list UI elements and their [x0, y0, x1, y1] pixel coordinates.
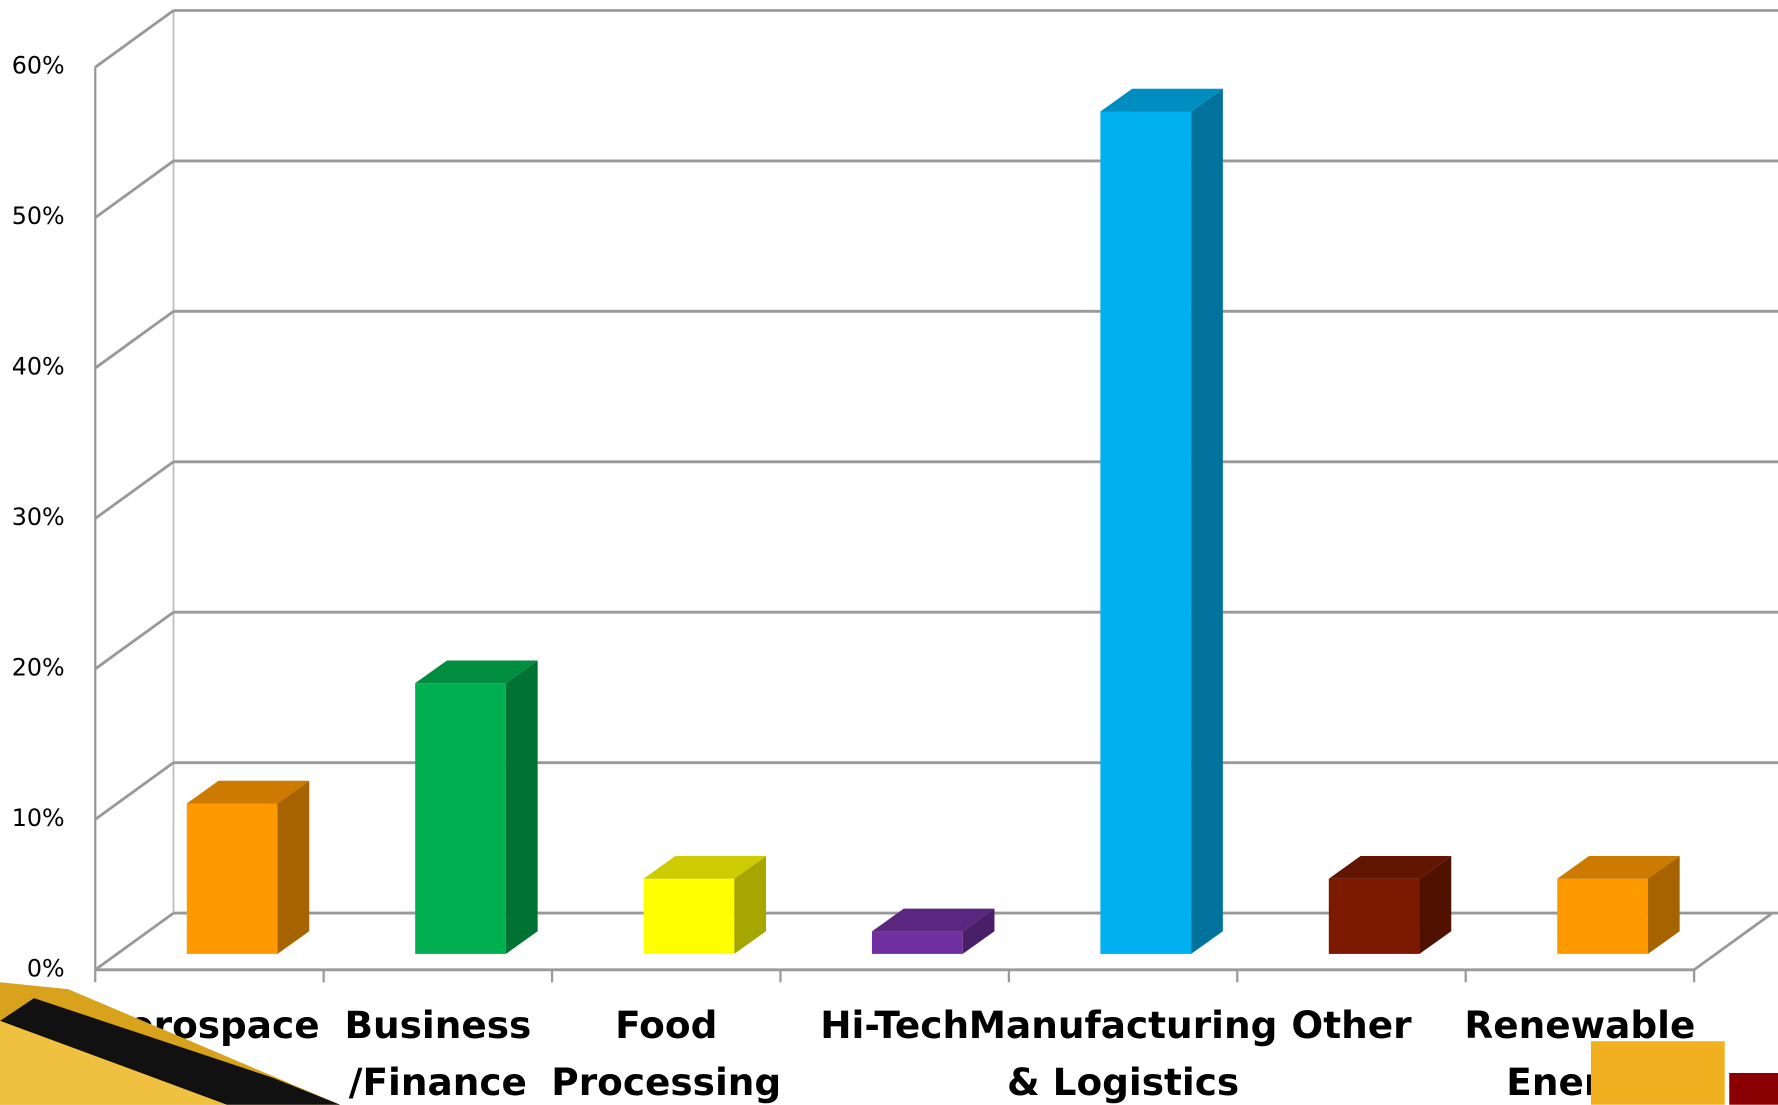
floor-right [1693, 911, 1774, 971]
bar [871, 908, 995, 954]
x-tick-label: Other [1291, 1003, 1412, 1047]
y-tick-label: 0% [27, 954, 65, 982]
bar [1328, 856, 1452, 954]
grid-diagonal [94, 911, 175, 971]
x-tick-label: Hi-Tech [820, 1003, 969, 1047]
grid-line [94, 460, 1778, 520]
x-tick-label: Manufacturing [969, 1003, 1278, 1047]
bar-front [871, 931, 963, 954]
grid-line [94, 159, 1778, 219]
y-tick-label: 60% [12, 52, 65, 80]
bar-front [1100, 111, 1192, 954]
bar-top [643, 856, 767, 879]
bar-top [1328, 856, 1452, 879]
bar-side [1419, 856, 1452, 954]
bar [1100, 88, 1223, 954]
grid-diagonal [94, 159, 175, 219]
grid-line [94, 610, 1778, 671]
y-tick-label: 20% [12, 653, 65, 681]
logo [1590, 1041, 1725, 1105]
bar-front [1557, 878, 1648, 954]
bar-side [277, 780, 310, 954]
bar-front [415, 683, 506, 954]
bar-front [643, 878, 735, 954]
bar-side [734, 856, 767, 954]
y-tick-label: 30% [12, 503, 65, 531]
grid-diagonal [94, 761, 175, 821]
grid-line [94, 9, 1778, 69]
grid-diagonal [94, 611, 175, 671]
bar-top [1100, 88, 1223, 112]
bar-side [1647, 856, 1680, 954]
logo-red [1729, 1072, 1778, 1105]
bar-top [415, 660, 538, 684]
bar-top [186, 780, 310, 804]
y-tick-label: 40% [12, 353, 65, 381]
swoosh-dark [0, 998, 341, 1105]
bar-front [1328, 878, 1420, 954]
bar [415, 660, 538, 954]
grid-diagonal [94, 460, 175, 520]
x-tick-label: Food [615, 1003, 717, 1047]
grid-line [94, 309, 1778, 370]
x-tick-label: Renewable [1464, 1003, 1695, 1047]
x-tick-label: /Finance [349, 1060, 527, 1104]
bar-side [962, 908, 995, 954]
grid-diagonal [94, 310, 175, 370]
bar-side [505, 660, 538, 954]
plot: 0%10%20%30%40%50%60%Aerospace Business/Fi… [12, 9, 1778, 1104]
bar [1557, 856, 1680, 954]
x-tick-label: Processing [551, 1060, 781, 1104]
y-tick-label: 10% [12, 804, 65, 832]
decoration [0, 982, 1778, 1105]
x-tick-label: Business [344, 1003, 531, 1047]
bar [643, 856, 767, 954]
bar-side [1191, 88, 1223, 954]
y-tick-label: 50% [12, 202, 65, 230]
bar-top [871, 908, 995, 932]
bar [186, 780, 310, 954]
bar-front [186, 803, 278, 954]
grid-diagonal [94, 9, 175, 69]
bar-top [1557, 856, 1680, 879]
grid-line [94, 761, 1778, 821]
x-tick-label: & Logistics [1007, 1060, 1239, 1104]
